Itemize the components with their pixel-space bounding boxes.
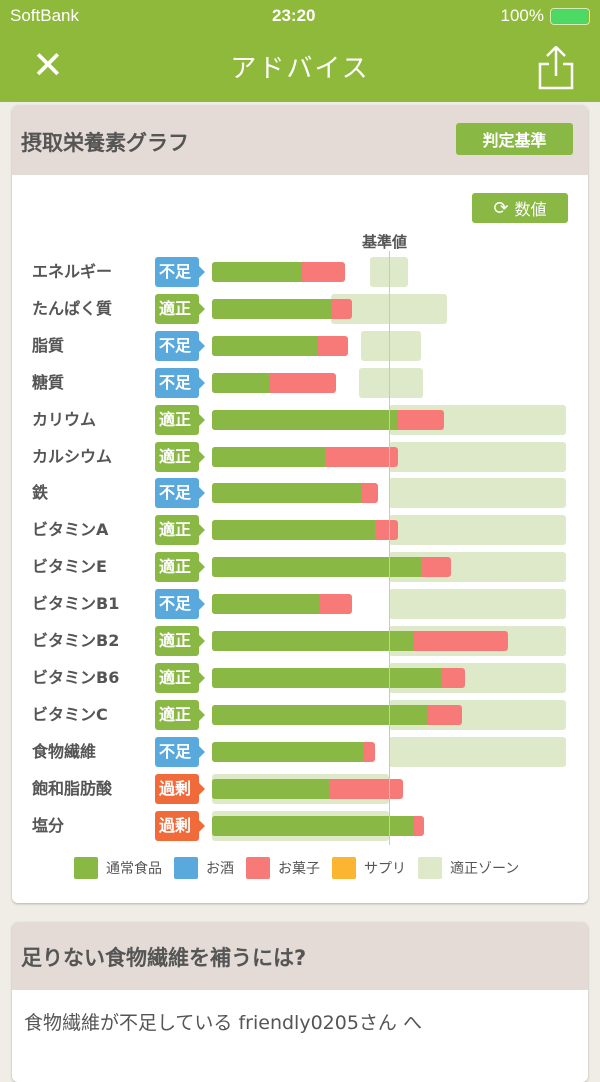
reference-label: 基準値 [362,233,408,251]
status-badge: 適正 [155,515,205,546]
legend-swatch [332,857,356,879]
status-badge: 不足 [155,367,205,398]
status-badge: 不足 [155,736,205,767]
status-badge: 不足 [155,589,205,620]
food-bar [212,262,303,282]
food-bar [212,778,329,799]
nutrient-graph-card: 摂取栄養素グラフ 判定基準 ⟳ 数値 基準値 エネルギー 不足 たんぱく質 適正 脂質 不足… [12,105,588,903]
legend-swatch [74,857,98,879]
legend-item: 適正ゾーン [418,857,519,879]
card-title: 摂取栄養素グラフ [21,131,189,155]
nutrient-label: 鉄 [32,483,49,503]
adequate-zone [389,478,566,509]
status-badge: 適正 [155,662,205,693]
status-badge: 適正 [155,626,205,656]
nutrient-label: ビタミンE [32,557,107,577]
nutrient-label: カルシウム [32,446,113,466]
legend-label: お酒 [206,861,234,877]
status-badge: 適正 [155,293,205,324]
advice-title: 足りない食物繊維を補うには? [21,946,307,970]
legend-label: お菓子 [278,861,320,877]
nutrient-label: ビタミンB6 [32,667,120,687]
food-bar [212,594,320,615]
adequate-zone [358,367,423,398]
nutrient-label: ビタミンC [32,704,108,724]
food-bar [212,483,363,504]
food-bar [212,298,331,319]
status-badge: 不足 [155,330,205,361]
close-button[interactable]: ✕ [32,46,64,84]
legend-label: サプリ [364,861,406,877]
food-bar [212,741,365,762]
nutrient-label: ビタミンA [32,520,109,540]
food-bar [212,372,271,393]
nutrient-label: ビタミンB2 [32,631,120,650]
food-bar [212,409,398,430]
food-bar [212,815,414,836]
advice-body: 食物繊維が不足している friendly0205さん へ [24,1012,422,1034]
nutrient-label: 塩分 [32,815,65,835]
battery-percent: 100% [500,6,544,25]
food-bar [212,631,414,651]
nutrient-label: エネルギー [32,262,113,281]
toggle-values-button[interactable]: ⟳ 数値 [472,193,568,223]
criteria-button[interactable]: 判定基準 [456,123,573,155]
battery-icon [550,7,590,25]
nutrient-label: たんぱく質 [32,298,113,318]
legend-label: 適正ゾーン [450,861,520,877]
status-badge: 適正 [155,404,205,435]
share-icon[interactable] [537,46,575,90]
food-bar [212,520,375,541]
adequate-zone [360,330,421,361]
status-badge: 不足 [155,257,205,287]
nutrient-label: 脂質 [32,335,65,355]
legend-item: 通常食品 [74,857,162,879]
food-bar [212,667,443,688]
status-badge: 過剰 [155,810,205,841]
nutrient-label: 糖質 [32,372,65,392]
legend-swatch [418,857,442,879]
food-bar [212,557,421,578]
legend-item: サプリ [332,857,406,879]
status-badge: 過剰 [155,773,205,804]
close-icon: ✕ [32,43,64,87]
page-title: アドバイス [230,54,370,84]
food-bar [212,704,428,725]
carrier: SoftBank [10,6,79,25]
status-badge: 不足 [155,478,205,509]
status-badge: 適正 [155,699,205,730]
nutrient-label: カリウム [32,409,97,429]
status-bar: SoftBank 23:20 100% [0,6,600,28]
adequate-zone [389,441,566,472]
food-bar [212,335,319,356]
advice-card[interactable]: 足りない食物繊維を補うには? 食物繊維が不足している friendly0205さ… [12,922,588,1082]
legend-swatch [246,857,270,879]
nutrient-label: ビタミンB1 [32,594,120,614]
refresh-icon: ⟳ [493,197,509,219]
food-bar [212,446,326,467]
legend-item: お菓子 [246,857,320,879]
legend: 通常食品 お酒 お菓子 サプリ 適正ゾーン [74,857,519,879]
clock: 23:20 [272,6,316,25]
legend-swatch [174,857,198,879]
adequate-zone [389,589,566,620]
reference-line [389,251,390,846]
adequate-zone [369,257,409,287]
legend-item: お酒 [174,857,234,879]
legend-label: 通常食品 [106,861,162,877]
adequate-zone [389,515,566,546]
adequate-zone [389,736,566,767]
nutrient-label: 飽和脂肪酸 [32,778,113,798]
top-bar: SoftBank 23:20 100% ✕ アドバイス [0,0,600,102]
nutrient-label: 食物繊維 [32,741,97,761]
status-badge: 適正 [155,552,205,583]
status-badge: 適正 [155,441,205,472]
